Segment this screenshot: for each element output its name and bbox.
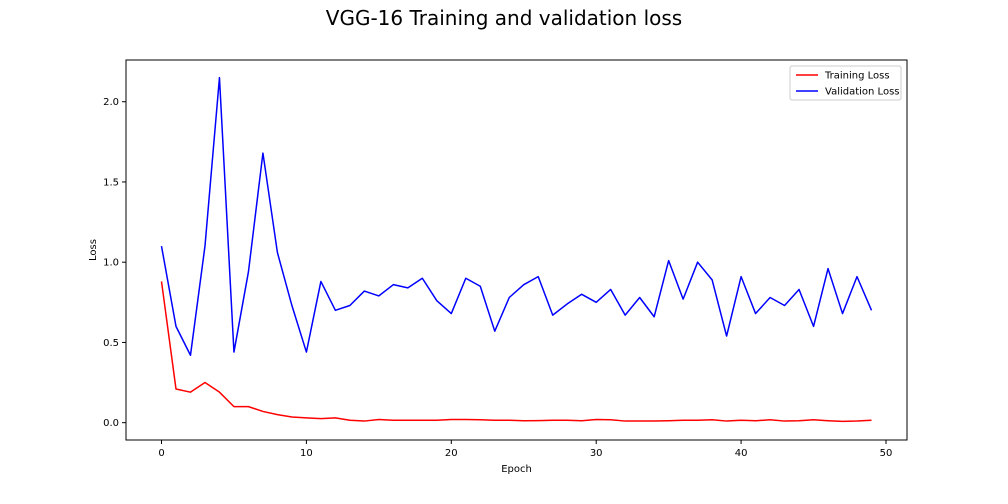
series-lines	[160, 76, 873, 423]
x-tick-label: 10	[300, 448, 313, 459]
y-tick-label: 1.0	[103, 258, 119, 269]
x-axis-label: Epoch	[501, 464, 532, 475]
chart-title: VGG-16 Training and validation loss	[325, 6, 683, 30]
x-tick-label: 30	[590, 448, 603, 459]
plot-area	[125, 59, 908, 441]
series-line-validation-loss	[160, 76, 873, 357]
y-tick-label: 1.5	[103, 177, 119, 188]
legend-entry-label: Training Loss	[824, 71, 890, 82]
x-tick-label: 20	[445, 448, 458, 459]
y-axis-label: Loss	[88, 239, 99, 261]
x-tick-label: 50	[880, 448, 893, 459]
y-tick-label: 0.5	[103, 338, 119, 349]
series-line-training-loss	[160, 281, 872, 423]
x-axis: 0 10 20 30 40 50	[158, 440, 892, 459]
legend: Training Loss Validation Loss	[789, 65, 902, 101]
x-tick-label: 40	[735, 448, 748, 459]
legend-entry-label: Validation Loss	[825, 87, 900, 98]
y-axis: 0.0 0.5 1.0 1.5 2.0	[103, 97, 126, 429]
y-tick-label: 0.0	[103, 418, 119, 429]
y-tick-label: 2.0	[103, 97, 119, 108]
x-tick-label: 0	[158, 448, 164, 459]
